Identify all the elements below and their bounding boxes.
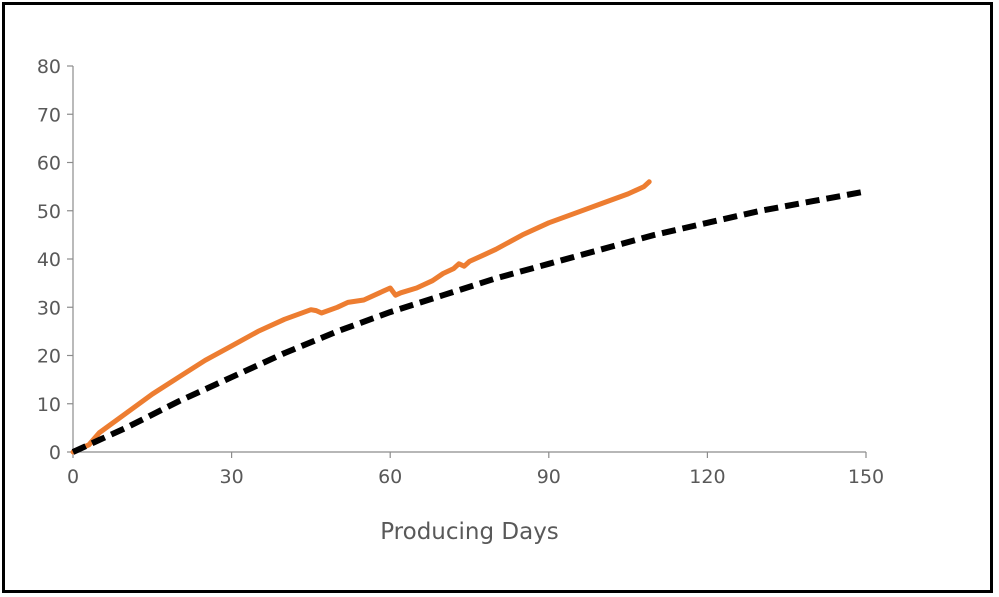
series-line-2 [71,188,867,455]
x-tick-label: 150 [848,466,884,488]
y-tick-label: 50 [37,201,61,223]
y-tick-label: 60 [37,153,61,175]
series-line-1 [70,179,652,455]
x-tick-label: 0 [67,466,79,488]
y-tick-label: 0 [49,442,61,464]
y-tick-label: 70 [37,104,61,126]
y-tick-label: 80 [37,56,61,78]
x-tick-label: 90 [537,466,561,488]
y-tick-label: 10 [37,394,61,416]
x-tick-label: 60 [378,466,402,488]
line-chart: 0 10 20 30 40 50 60 70 80 0 30 60 90 120 150 Producing … [37,56,884,545]
x-axis-title: Producing Days [380,519,559,545]
y-tick-label: 20 [37,346,61,368]
y-tick-label: 40 [37,249,61,271]
y-tick-label: 30 [37,297,61,319]
x-tick-label: 120 [689,466,725,488]
x-tick-label: 30 [220,466,244,488]
